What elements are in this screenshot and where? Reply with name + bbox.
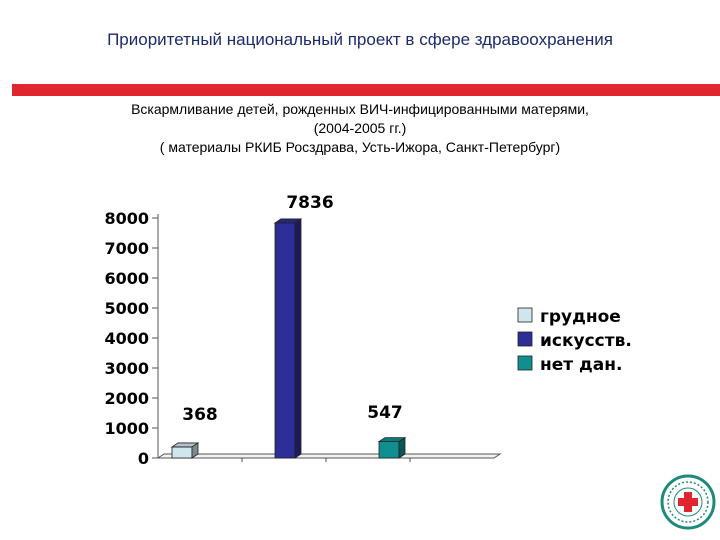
y-tick-label: 3000 — [104, 359, 149, 378]
chart-title-line-1: Вскармливание детей, рожденных ВИЧ-инфиц… — [131, 101, 589, 117]
y-tick-label: 2000 — [104, 389, 149, 408]
header-divider — [0, 84, 720, 96]
bar-front — [378, 441, 400, 459]
bar-2 — [273, 218, 303, 459]
bar-side — [294, 218, 302, 459]
legend-label: нет дан. — [540, 355, 622, 375]
y-tick-label: 8000 — [104, 209, 149, 228]
legend-item: нет дан. — [517, 355, 622, 375]
legend-swatch — [517, 307, 533, 323]
chart-bars — [170, 218, 407, 459]
legend-swatch — [517, 355, 533, 371]
bar-side — [191, 442, 199, 459]
legend-item: грудное — [517, 307, 621, 327]
data-label: 7836 — [286, 193, 333, 213]
legend-swatch — [517, 331, 533, 347]
y-tick-label: 0 — [138, 449, 149, 468]
legend-label: грудное — [540, 307, 621, 327]
y-tick-label: 5000 — [104, 299, 149, 318]
y-tick-label: 1000 — [104, 419, 149, 438]
chart-floor — [156, 453, 502, 459]
chart-axes: 0 1000 2000 3000 4000 5000 6000 7000 8000 — [104, 209, 502, 468]
data-label: 547 — [367, 403, 403, 423]
bar-3 — [377, 436, 407, 459]
data-label: 368 — [182, 405, 218, 425]
chart-title-line-3: ( материалы РКИБ Росздрава, Усть-Ижора, … — [159, 139, 561, 155]
bar-side — [398, 436, 406, 459]
bar-front — [274, 222, 296, 459]
chart-legend: грудное искусств. нет дан. — [517, 307, 632, 375]
bar-1 — [170, 442, 200, 459]
red-cross-emblem-icon — [660, 474, 716, 530]
y-tick-label: 6000 — [104, 269, 149, 288]
chart-data-labels: 368 7836 547 — [182, 193, 403, 425]
bar-front — [171, 446, 193, 459]
page-title: Приоритетный национальный проект в сфере… — [107, 30, 613, 49]
y-tick-label: 4000 — [104, 329, 149, 348]
legend-item: искусств. — [517, 331, 632, 351]
chart-title-line-2: (2004-2005 гг.) — [313, 120, 407, 136]
legend-label: искусств. — [540, 331, 632, 351]
y-tick-label: 7000 — [104, 239, 149, 258]
chart-title: Вскармливание детей, рожденных ВИЧ-инфиц… — [40, 100, 680, 157]
divider-notch — [0, 84, 12, 96]
